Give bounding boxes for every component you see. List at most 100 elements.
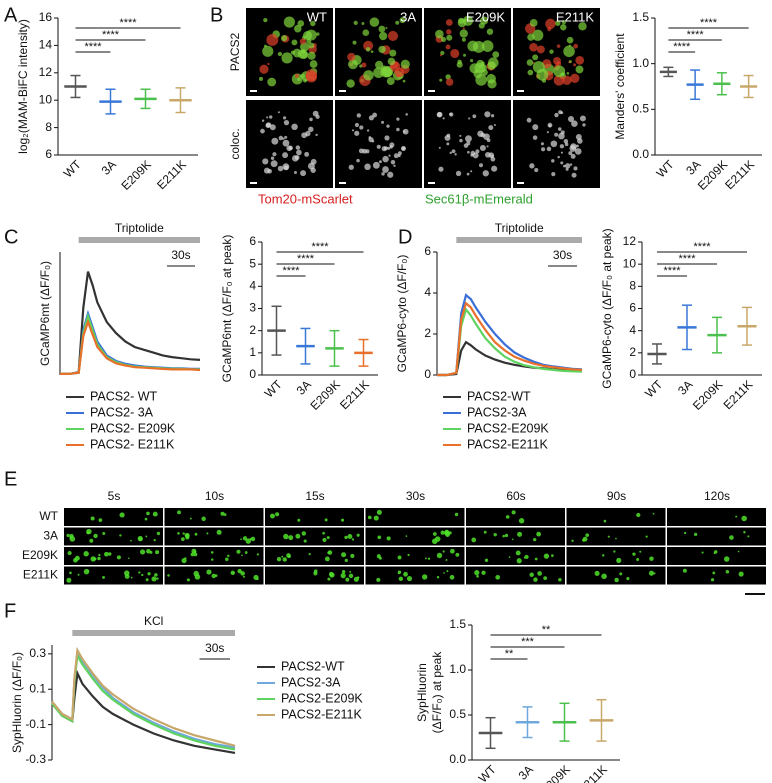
signal [463,53,467,57]
punctum [632,552,636,556]
signal [291,73,303,85]
signal [568,60,572,63]
punctum [146,511,150,516]
y-tick-label: 6 [424,244,431,258]
punctum [225,557,229,562]
punctum [211,573,216,579]
y-axis-label: log₂(MAM-BiFC intensity) [16,19,30,154]
signal [442,117,445,120]
signal [558,132,565,140]
punctum [729,535,734,540]
signal [437,111,443,118]
signal [468,117,471,120]
signal [491,165,498,172]
micrograph [566,527,666,546]
punctum [652,512,655,515]
punctum [275,512,280,517]
legend-label: PACS2-E211K [281,707,362,721]
punctum [116,555,121,560]
signal [477,130,484,137]
punctum [701,551,704,554]
punctum [376,577,381,582]
micrograph [566,566,666,585]
signal [526,117,532,123]
signal [472,114,477,119]
punctum [177,510,181,515]
signal [573,63,577,67]
signal [574,148,582,155]
significance-label: **** [102,29,120,41]
punctum [747,535,750,538]
signal [486,138,491,143]
y-tick-label: 10 [623,256,637,270]
y-tick-label: 10 [39,92,53,106]
punctum [443,572,445,574]
micrograph [265,566,364,585]
punctum [436,575,440,579]
punctum [483,530,487,534]
punctum [303,539,307,543]
punctum [353,576,359,582]
legend-label: PACS2- E209K [90,421,176,435]
signal [556,44,561,48]
signal [315,133,318,137]
punctum [236,549,241,554]
y-tick-label: 0.3 [29,646,46,660]
signal [294,155,300,160]
signal [366,129,370,132]
y-tick-label: 6 [45,147,52,161]
micrograph [64,527,163,546]
signal [400,59,410,69]
signal [575,65,584,74]
signal [265,122,271,128]
signal [263,17,268,23]
punctum [378,556,382,560]
signal [438,146,441,149]
significance-label: ** [505,648,514,660]
punctum [149,550,153,554]
y-tick-label: 2 [424,326,431,340]
punctum [405,535,408,537]
punctum [432,532,437,536]
y-tick-label: 0.5 [632,102,649,116]
punctum [614,577,619,583]
signal [475,74,487,86]
significance-label: **** [663,265,681,277]
signal [559,144,565,149]
significance-label: **** [693,241,711,253]
y-tick-label: 12 [39,65,53,79]
significance-label: **** [84,41,102,53]
punctum [167,574,170,577]
stimulus-label: Triptolide [115,221,164,235]
signal [399,17,406,24]
series-line [51,646,236,747]
x-tick-label: E211K [337,377,372,412]
punctum [603,519,607,523]
punctum [282,557,287,562]
signal [440,36,447,42]
punctum [145,578,149,582]
punctum [144,517,148,521]
punctum [377,535,382,540]
signal [384,135,390,141]
signal [446,34,453,41]
micrograph [335,100,422,188]
y-tick-label: 0 [424,367,431,381]
punctum [152,511,158,517]
signal [368,115,375,121]
punctum [301,531,307,536]
punctum [97,556,101,561]
signal [490,114,495,118]
panel-label: B [210,4,223,26]
punctum [190,552,195,557]
significance-label: **** [687,29,705,41]
punctum [407,553,410,557]
signal [547,122,553,128]
signal [492,51,500,59]
punctum [376,509,382,515]
punctum [210,551,214,554]
punctum [481,570,486,575]
signal [566,72,570,75]
signal [305,29,317,41]
x-tick-label: WT [476,762,500,783]
